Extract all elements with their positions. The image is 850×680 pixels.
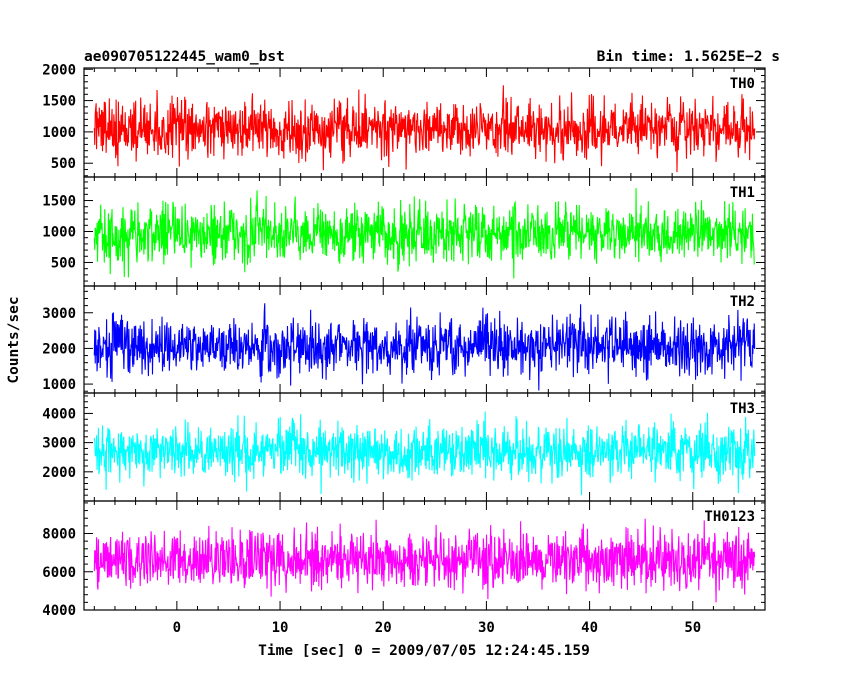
y-tick-label: 1500 (42, 194, 76, 210)
series-line-th3 (93, 411, 756, 496)
panel-label: TH0123 (704, 509, 755, 525)
panel-label: TH1 (730, 185, 755, 201)
series-line-th2 (93, 303, 756, 391)
x-tick-label: 40 (581, 620, 598, 636)
panel-label: TH3 (730, 401, 755, 417)
panel-th2: 1000 2000 3000 TH2 (42, 285, 766, 394)
y-tick-label: 3000 (42, 306, 76, 322)
panel-th0: 500 1000 1500 2000 TH0 (42, 62, 766, 178)
panel-label: TH0 (730, 76, 755, 92)
y-tick-label: 1000 (42, 225, 76, 241)
series-line-th1 (93, 188, 755, 279)
y-tick-label: 2000 (42, 465, 76, 481)
y-tick-label: 4000 (42, 603, 76, 619)
x-tick-label: 10 (272, 620, 289, 636)
y-tick-label: 6000 (42, 565, 76, 581)
x-tick-label: 20 (375, 620, 392, 636)
x-tick-label: 0 (173, 620, 181, 636)
y-axis-label: Counts/sec (6, 296, 22, 383)
series-line-th0 (93, 85, 756, 173)
panel-th3: 2000 3000 4000 TH3 (42, 392, 766, 502)
panels-layer: 500100015002000TH050010001500TH110002000… (42, 62, 766, 636)
panel-th1: 500 1000 1500 TH1 (42, 176, 766, 287)
y-tick-label: 1000 (42, 125, 76, 141)
y-tick-label: 2000 (42, 62, 76, 78)
y-tick-label: 1500 (42, 94, 76, 110)
chart-title: ae090705122445_wam0_bst (84, 49, 285, 65)
x-tick-label: 50 (684, 620, 701, 636)
panel-label: TH2 (730, 294, 755, 310)
y-tick-label: 500 (51, 255, 76, 271)
bin-time-label: Bin time: 1.5625E−2 s (597, 49, 780, 65)
y-tick-label: 1000 (42, 377, 76, 393)
y-tick-label: 4000 (42, 406, 76, 422)
x-tick-label: 30 (478, 620, 495, 636)
y-tick-label: 500 (51, 156, 76, 172)
y-tick-label: 3000 (42, 436, 76, 452)
y-tick-label: 2000 (42, 341, 76, 357)
panel-th0123: 4000 6000 8000 TH0123 (42, 500, 766, 619)
x-axis-label: Time [sec] 0 = 2009/07/05 12:24:45.159 (258, 643, 590, 659)
series-line-th0123 (93, 518, 756, 603)
y-tick-label: 8000 (42, 527, 76, 543)
